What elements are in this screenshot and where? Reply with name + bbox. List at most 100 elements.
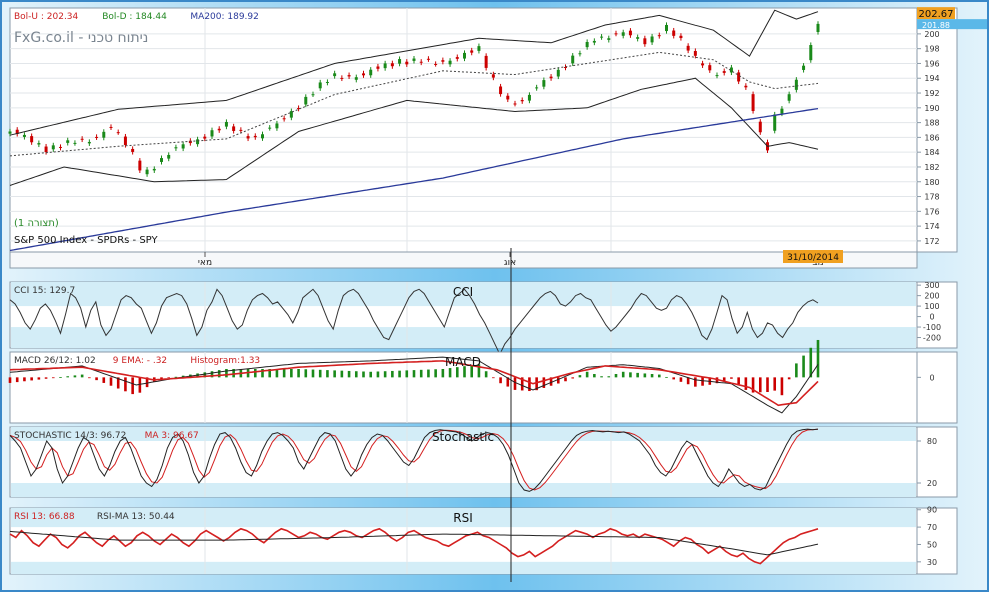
histogram-bar bbox=[59, 377, 62, 378]
candle-body bbox=[477, 46, 481, 51]
histogram-bar bbox=[751, 377, 755, 393]
histogram-bar bbox=[593, 374, 596, 378]
candle-body bbox=[116, 132, 120, 134]
y-axis-box bbox=[916, 281, 958, 349]
candle-body bbox=[80, 138, 84, 140]
candle-body bbox=[340, 77, 344, 79]
histogram-bar bbox=[643, 373, 647, 378]
candle-body bbox=[253, 135, 257, 138]
candle-body bbox=[448, 60, 452, 65]
histogram-bar bbox=[138, 377, 142, 393]
candle-body bbox=[160, 158, 163, 162]
histogram-bar bbox=[665, 376, 668, 378]
last-date-tag bbox=[783, 250, 843, 263]
legend-entry: CCI 15: 129.7 bbox=[14, 286, 75, 296]
signal-line bbox=[9, 360, 819, 407]
histogram-bar bbox=[275, 368, 279, 378]
candle-body bbox=[188, 140, 192, 144]
bollinger-upper bbox=[9, 9, 819, 136]
histogram-bar bbox=[232, 368, 235, 378]
pane-3: 80 20 STOCHASTIC 14/3: 96.72 MA 3: 96.67 Sto… bbox=[9, 426, 958, 498]
histogram-bar bbox=[477, 364, 481, 378]
rsi-line bbox=[9, 527, 819, 565]
legend-entry: Bol-U : 202.34 bbox=[14, 12, 79, 22]
candle-body bbox=[347, 75, 351, 77]
y-tick-label: 188 bbox=[924, 119, 939, 128]
histogram-bar bbox=[492, 377, 495, 379]
last-price-tag bbox=[917, 7, 955, 20]
histogram-bar bbox=[694, 377, 697, 387]
histogram-bar bbox=[80, 374, 84, 378]
histogram-bar bbox=[419, 369, 423, 378]
y-tick-label: 190 bbox=[924, 104, 939, 113]
y-tick-label: 200 bbox=[924, 292, 939, 301]
candle-body bbox=[181, 144, 185, 149]
histogram-bar bbox=[73, 375, 77, 378]
pane-title: Stochastic bbox=[432, 430, 494, 444]
y-tick-label: 30 bbox=[927, 558, 937, 567]
histogram-bar bbox=[282, 368, 286, 378]
candle-body bbox=[600, 36, 604, 38]
y-tick-label: 0 bbox=[929, 373, 934, 382]
histogram-bar bbox=[37, 377, 41, 380]
candle-body bbox=[802, 65, 806, 70]
candle-body bbox=[499, 86, 503, 95]
candle-body bbox=[701, 63, 705, 66]
zone-band bbox=[11, 282, 916, 307]
time-axis-strip bbox=[9, 251, 918, 269]
candle-body bbox=[665, 24, 668, 32]
candle-body bbox=[809, 45, 813, 61]
histogram-bar bbox=[167, 377, 171, 379]
candle-body bbox=[325, 81, 329, 83]
candle-body bbox=[412, 58, 416, 61]
instrument-title: S&P 500 Index - SPDRs - SPY bbox=[14, 235, 158, 246]
histogram-bar bbox=[66, 376, 70, 378]
histogram-bar bbox=[686, 377, 690, 385]
y-tick-label: 178 bbox=[924, 193, 939, 202]
y-tick-label: 198 bbox=[924, 45, 939, 54]
bollinger-lower bbox=[9, 77, 819, 186]
ma200-line bbox=[9, 107, 819, 252]
candle-body bbox=[722, 71, 726, 73]
histogram-bar bbox=[326, 370, 329, 378]
x-tick-label: מאי bbox=[198, 258, 212, 268]
candle-body bbox=[145, 169, 149, 175]
candle-body bbox=[8, 131, 12, 134]
candle-body bbox=[744, 85, 748, 88]
histogram-bar bbox=[506, 377, 510, 387]
histogram-bar bbox=[636, 372, 639, 378]
candle-body bbox=[282, 118, 286, 120]
legend-entry: Histogram:1.33 bbox=[190, 356, 260, 366]
legend-entry: RSI-MA 13: 50.44 bbox=[97, 512, 175, 522]
histogram-bar bbox=[766, 377, 769, 393]
candle-body bbox=[737, 72, 741, 82]
histogram-bar bbox=[434, 369, 437, 378]
candle-body bbox=[59, 146, 62, 148]
y-axis-box bbox=[916, 507, 958, 575]
candle-body bbox=[527, 94, 531, 101]
candle-body bbox=[643, 38, 647, 45]
histogram-bar bbox=[412, 370, 416, 378]
candle-body bbox=[614, 33, 618, 35]
histogram-bar bbox=[679, 377, 683, 382]
candle-body bbox=[268, 127, 272, 129]
candle-body bbox=[333, 73, 337, 77]
legend-entry: MA 3: 96.67 bbox=[145, 431, 199, 441]
histogram-bar bbox=[564, 377, 567, 382]
candle-body bbox=[210, 130, 214, 137]
y-tick-label: 186 bbox=[924, 133, 939, 142]
histogram-bar bbox=[528, 377, 531, 392]
site-watermark: FxG.co.il - ניתוח טכני bbox=[14, 30, 148, 46]
histogram-bar bbox=[297, 368, 300, 378]
histogram-bar bbox=[737, 377, 740, 385]
histogram-bar bbox=[405, 370, 409, 378]
y-tick-label: 196 bbox=[924, 59, 939, 68]
candle-body bbox=[506, 95, 510, 100]
histogram-bar bbox=[362, 371, 365, 378]
candle-body bbox=[607, 38, 611, 40]
candle-body bbox=[390, 63, 394, 67]
candle-body bbox=[419, 61, 423, 63]
cci-line bbox=[9, 288, 819, 356]
